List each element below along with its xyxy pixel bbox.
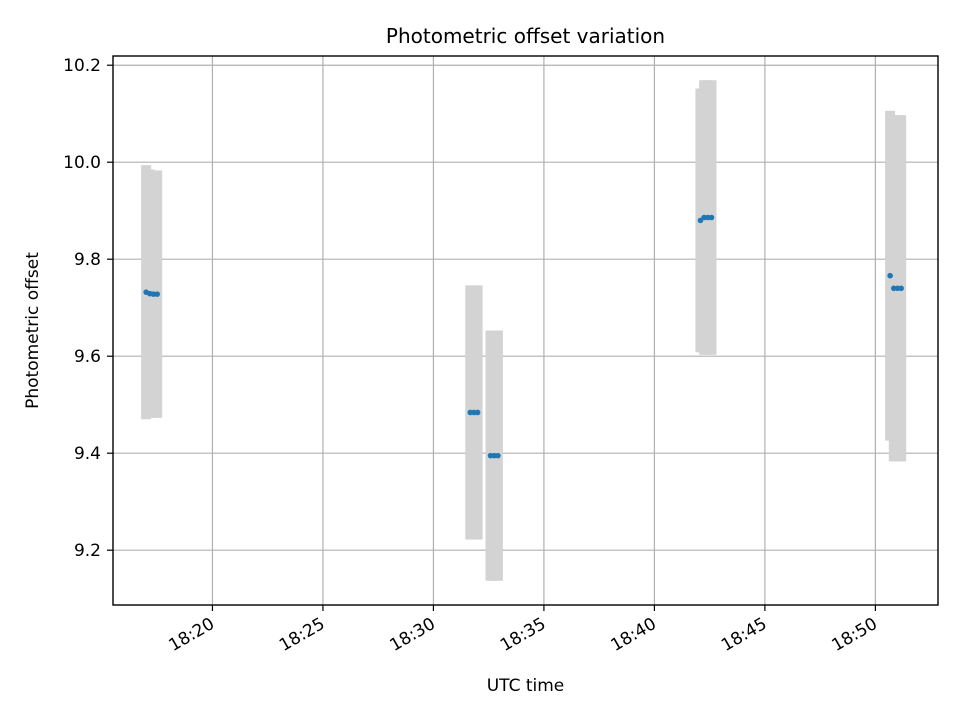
- x-tick-label: 18:40: [607, 614, 659, 656]
- error-bars: [141, 80, 907, 581]
- data-point: [887, 272, 893, 279]
- y-tick-label: 9.6: [74, 347, 101, 367]
- y-tick-label: 10.2: [63, 56, 101, 76]
- x-tick-label: 18:45: [718, 614, 770, 656]
- y-axis-ticks: 9.2 9.4 9.6 9.8 10.0 10.2: [63, 56, 113, 561]
- x-axis-title: UTC time: [487, 676, 565, 696]
- y-tick-label: 9.4: [74, 444, 101, 464]
- x-tick-label: 18:50: [828, 614, 880, 656]
- x-axis-ticks: 18:20 18:25 18:30 18:35 18:40 18:45 18:50: [166, 605, 881, 656]
- x-tick-label: 18:30: [386, 614, 438, 656]
- grid-lines: [113, 56, 938, 605]
- x-tick-label: 18:35: [497, 614, 549, 656]
- data-point: [898, 285, 904, 292]
- data-point: [708, 214, 715, 221]
- y-tick-label: 10.0: [63, 153, 101, 173]
- x-tick-label: 18:25: [276, 614, 328, 656]
- data-point: [474, 409, 481, 416]
- y-axis-title: Photometric offset: [23, 252, 43, 409]
- plot-frame: [112, 55, 939, 606]
- data-point: [154, 291, 160, 297]
- y-tick-label: 9.8: [74, 250, 101, 270]
- data-points: [143, 214, 904, 459]
- y-tick-label: 9.2: [74, 541, 101, 561]
- x-tick-label: 18:20: [166, 614, 218, 656]
- data-point: [495, 452, 501, 459]
- chart-title: Photometric offset variation: [386, 24, 665, 48]
